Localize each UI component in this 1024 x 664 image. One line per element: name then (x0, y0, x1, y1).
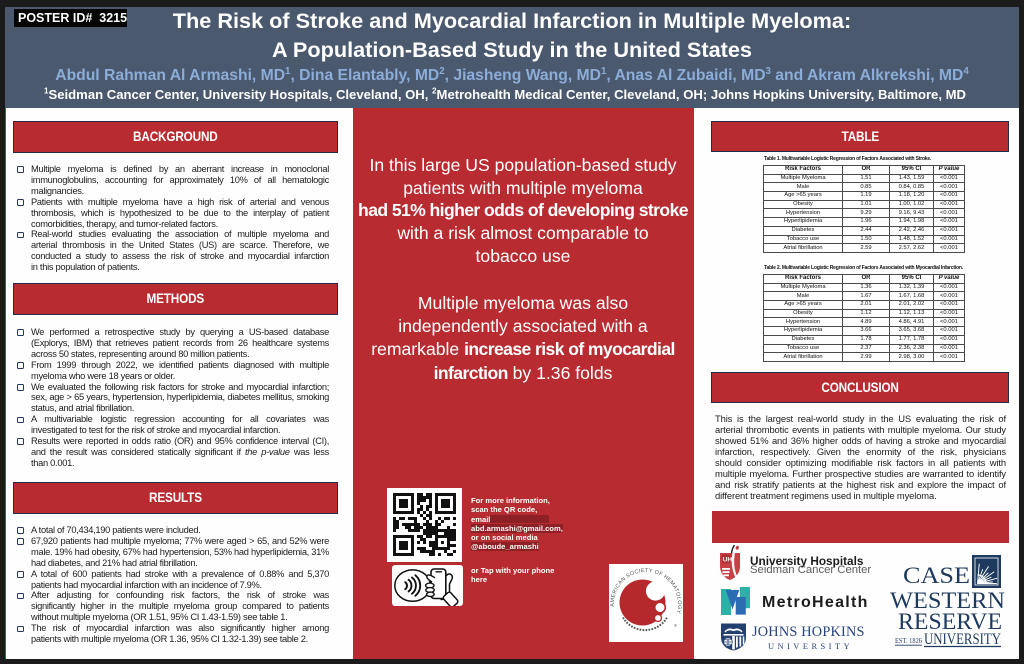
svg-text:RESERVE: RESERVE (898, 609, 1002, 634)
svg-text:UH: UH (723, 556, 733, 563)
svg-text:®: ® (674, 623, 677, 628)
svg-text:UNIVERSITY: UNIVERSITY (924, 631, 1001, 648)
svg-text:EST. 1826: EST. 1826 (895, 636, 922, 645)
svg-text:CASE: CASE (903, 563, 970, 588)
svg-text:WESTERN: WESTERN (890, 588, 1005, 613)
